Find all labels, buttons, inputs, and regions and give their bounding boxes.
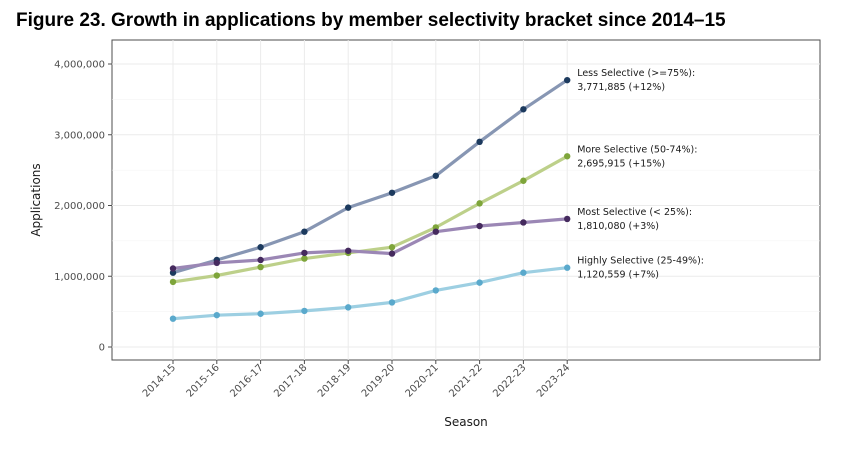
figure-title: Figure 23. Growth in applications by mem…	[16, 10, 726, 31]
x-tick-label: 2017-18	[272, 362, 309, 399]
x-axis-label: Season	[444, 415, 488, 429]
data-point	[169, 315, 177, 322]
data-point	[388, 299, 396, 306]
series-label-value: 1,810,080 (+3%)	[577, 221, 659, 232]
data-point	[213, 311, 220, 319]
data-point	[169, 265, 177, 272]
grid-lines	[112, 40, 820, 360]
series-label-name: Less Selective (>=75%):	[577, 68, 695, 79]
data-point	[169, 278, 177, 286]
y-tick-label: 4,000,000	[54, 60, 105, 71]
data-point	[432, 228, 439, 235]
x-tick-label: 2018-19	[316, 362, 353, 399]
series-line	[171, 154, 569, 284]
series-label-value: 2,695,915 (+15%)	[577, 158, 665, 169]
data-point	[432, 287, 439, 294]
x-tick-label: 2014-15	[141, 362, 178, 399]
y-tick-label: 3,000,000	[54, 130, 105, 141]
data-point	[345, 247, 352, 254]
x-tick-label: 2019-20	[360, 362, 397, 399]
data-point	[345, 304, 352, 311]
series-end-labels: Less Selective (>=75%): 3,771,885 (+12%) M…	[577, 68, 704, 281]
data-point	[388, 250, 396, 257]
data-point	[301, 307, 308, 315]
series-line	[171, 217, 569, 271]
series-label-name: Highly Selective (25-49%):	[577, 256, 704, 267]
data-point	[388, 244, 396, 251]
series-line	[171, 266, 569, 321]
x-tick-label: 2015-16	[185, 362, 222, 399]
x-tick-label: 2023-24	[535, 362, 572, 399]
series-lines	[169, 76, 571, 322]
x-tick-label: 2016-17	[228, 362, 265, 399]
data-point	[257, 244, 264, 251]
data-point	[257, 256, 264, 264]
data-point	[564, 215, 571, 223]
x-axis-ticks: 2014-15 2015-16 2016-17 2017-18 2018-19 2019-…	[141, 360, 572, 400]
y-tick-label: 2,000,000	[54, 201, 105, 212]
data-point	[388, 189, 396, 196]
data-point	[257, 263, 264, 271]
series-label-name: Most Selective (< 25%):	[577, 207, 692, 218]
data-point	[301, 249, 308, 257]
data-point	[257, 310, 264, 317]
data-point	[520, 106, 527, 113]
data-point	[301, 255, 308, 262]
x-tick-label: 2020-21	[404, 362, 441, 399]
data-point	[301, 228, 308, 235]
x-tick-label: 2021-22	[447, 362, 484, 399]
y-axis-ticks: 0 1,000,000 2,000,000 3,000,000 4,000,000	[54, 60, 112, 354]
data-point	[476, 279, 483, 286]
series-label-value: 1,120,559 (+7%)	[577, 270, 659, 281]
series-label-value: 3,771,885 (+12%)	[577, 82, 665, 93]
data-point	[345, 204, 352, 211]
data-point	[432, 172, 439, 179]
y-axis-label: Applications	[29, 163, 43, 236]
x-tick-label: 2022-23	[491, 362, 528, 399]
data-point	[564, 264, 571, 271]
data-point	[476, 200, 483, 207]
data-point	[520, 177, 527, 184]
data-point	[520, 219, 527, 226]
data-point	[213, 259, 220, 267]
data-point	[564, 153, 571, 160]
plot-panel	[111, 39, 821, 361]
y-tick-label: 1,000,000	[54, 272, 105, 283]
series-label-name: More Selective (50-74%):	[577, 144, 697, 155]
data-point	[520, 269, 527, 276]
data-point	[213, 272, 220, 279]
data-point	[476, 222, 483, 230]
data-point	[476, 138, 483, 146]
data-point	[564, 76, 571, 84]
series-line	[171, 78, 569, 275]
y-tick-label: 0	[99, 343, 105, 354]
